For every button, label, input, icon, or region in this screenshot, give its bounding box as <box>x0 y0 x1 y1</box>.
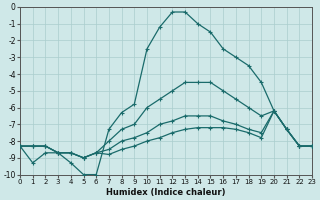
X-axis label: Humidex (Indice chaleur): Humidex (Indice chaleur) <box>106 188 226 197</box>
